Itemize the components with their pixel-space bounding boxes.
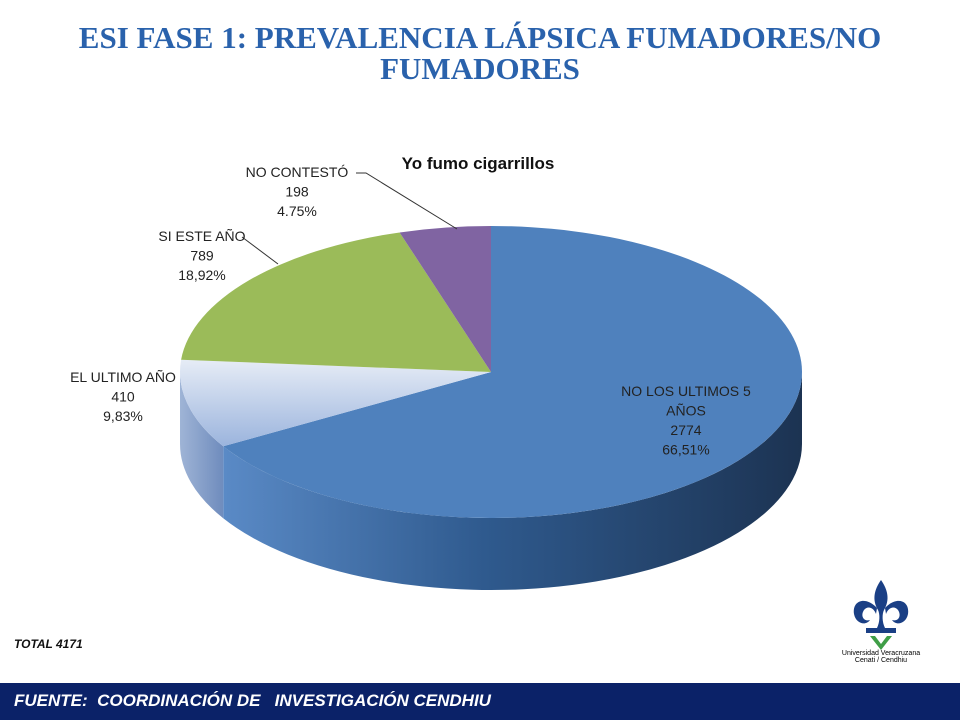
university-logo: Universidad Veracruzana Cenati / Cendhiu <box>842 580 920 664</box>
slice-value-2: 789 <box>190 248 214 264</box>
fleur-de-lis-icon <box>853 580 909 650</box>
slice-value-3: 198 <box>285 184 309 200</box>
logo-sub: Cenati / Cendhiu <box>855 657 907 664</box>
slide-title-line-1: ESI FASE 1: PREVALENCIA LÁPSICA FUMADORE… <box>78 20 882 55</box>
slice-percent-1: 9,83% <box>103 408 143 424</box>
slice-percent-3: 4.75% <box>277 203 317 219</box>
slice-percent-2: 18,92% <box>178 267 225 283</box>
pie-labels: NO LOS ULTIMOS 5 AÑOS 2774 66,51% EL ULTIMO … <box>70 164 751 458</box>
slice-top-3 <box>399 226 491 372</box>
slice-label-1-line-0: EL ULTIMO AÑO <box>70 369 176 385</box>
footer-source: FUENTE: COORDINACIÓN DE INVESTIGACIÓN CE… <box>14 691 491 710</box>
leader-line-2 <box>241 236 279 265</box>
slice-side-0 <box>223 372 803 591</box>
slide-title-line-2: FUMADORES <box>380 51 580 86</box>
pie-slices <box>179 226 803 518</box>
slice-top-2 <box>181 232 492 372</box>
footer-bar: FUENTE: COORDINACIÓN DE INVESTIGACIÓN CE… <box>0 683 960 720</box>
slice-top-0 <box>223 226 803 518</box>
slice-label-0-line-1: AÑOS <box>666 403 706 419</box>
slide-title: ESI FASE 1: PREVALENCIA LÁPSICA FUMADORE… <box>0 22 960 84</box>
slice-label-2-line-0: SI ESTE AÑO <box>158 228 245 244</box>
slice-value-1: 410 <box>111 389 135 405</box>
pie-side-walls <box>180 372 803 591</box>
slice-label-3-line-0: NO CONTESTÓ <box>246 164 349 180</box>
total-label: TOTAL 4171 <box>14 637 83 651</box>
slice-label-0-line-0: NO LOS ULTIMOS 5 <box>621 383 751 399</box>
slice-percent-0: 66,51% <box>662 442 709 458</box>
slice-value-0: 2774 <box>670 422 701 438</box>
slice-top-1 <box>179 359 491 447</box>
logo-name: Universidad Veracruzana <box>842 650 920 657</box>
slice-side-1 <box>180 372 224 519</box>
leader-line-3 <box>356 172 458 230</box>
chart-title: Yo fumo cigarrillos <box>402 154 555 173</box>
